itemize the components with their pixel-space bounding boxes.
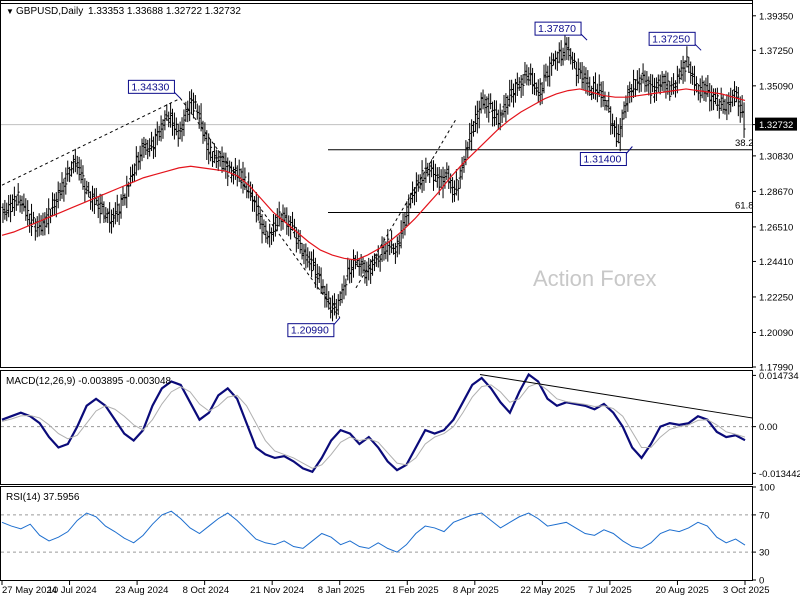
macd-y-tick-label: -0.013442 — [759, 469, 800, 480]
pivot-label: 1.20990 — [291, 325, 329, 337]
pivot-leader — [626, 146, 633, 154]
x-tick-label: 7 Jul 2025 — [588, 585, 632, 596]
x-tick-label: 20 Aug 2025 — [655, 585, 708, 596]
pivot-leader — [694, 43, 702, 51]
macd-y-tick-label: 0.00 — [759, 422, 778, 433]
price-panel-frame — [0, 0, 753, 368]
rsi-series-line — [1, 510, 746, 553]
macd-lines — [1, 372, 753, 474]
macd-line — [1, 372, 746, 474]
pivot-label: 1.37250 — [652, 33, 690, 45]
price-y-tick-label: 1.17990 — [759, 363, 793, 374]
price-y-tick-label: 1.30830 — [759, 151, 793, 162]
moving-average — [1, 88, 746, 261]
rsi-grid — [1, 514, 752, 553]
x-tick-label: 8 Oct 2024 — [183, 585, 229, 596]
level-label: 61.8 — [735, 200, 754, 211]
symbol-dropdown-icon[interactable]: ▼ — [6, 7, 14, 16]
x-tick-label: 23 Aug 2024 — [115, 585, 168, 596]
rsi-line — [1, 510, 746, 553]
pivot-label-box — [127, 79, 175, 94]
pivot-leader — [333, 317, 341, 325]
price-y-tick-label: 1.22250 — [759, 292, 793, 303]
price-bars — [1, 32, 746, 322]
level-label: 38.2 — [735, 138, 754, 149]
symbol-timeframe: GBPUSD,Daily — [16, 6, 83, 17]
x-tick-label: 10 Jul 2024 — [48, 585, 97, 596]
pivot-label: 1.37870 — [538, 23, 576, 35]
rsi-y-tick-label: 30 — [759, 548, 770, 559]
pivot-label: 1.31400 — [583, 154, 621, 166]
pivot-label-box — [579, 152, 627, 167]
x-tick-label: 8 Apr 2025 — [453, 585, 499, 596]
pivot-label-box — [648, 31, 696, 46]
macd-title: MACD(12,26,9) -0.003895 -0.003048 — [6, 376, 172, 387]
last-price-marker — [755, 117, 797, 131]
x-tick-label: 21 Feb 2025 — [385, 585, 438, 596]
macd-signal-line — [1, 382, 746, 469]
level-label: FE 61.8 — [720, 0, 753, 2]
price-y-tick-label: 1.26510 — [759, 222, 793, 233]
x-tick-label: 21 Nov 2024 — [250, 585, 304, 596]
macd-trendline — [479, 373, 753, 419]
sma-line — [1, 88, 746, 261]
macd-y-tick-label: 0.014734 — [759, 371, 799, 382]
pivot-label-box — [287, 323, 335, 338]
rsi-panel-frame — [0, 486, 753, 581]
price-y-tick-label: 1.32732 — [759, 120, 793, 131]
price-y-tick-label: 1.20090 — [759, 328, 793, 339]
pivot-label-box — [534, 21, 582, 36]
pivot-label: 1.34330 — [131, 81, 169, 93]
pivot-leader — [580, 33, 588, 41]
x-tick-label: 27 May 2024 — [2, 585, 57, 596]
price-y-tick-label: 1.24410 — [759, 257, 793, 268]
rsi-y-tick-label: 0 — [759, 576, 764, 587]
price-y-tick-label: 1.39350 — [759, 11, 793, 22]
price-y-tick-label: 1.37250 — [759, 46, 793, 57]
y-axis-ticks: 1.39350 1.37250 1.35090 1.32732 1.30830 1.286… — [752, 11, 800, 587]
pivot-leader — [174, 91, 181, 99]
watermark-text: Action Forex — [533, 266, 657, 291]
fibonacci-levels: FE 61.8 38.2 61.8 — [1, 0, 754, 213]
ohlc-values: 1.33353 1.33688 1.32722 1.32732 — [88, 6, 241, 17]
rsi-y-tick-label: 70 — [759, 510, 770, 521]
macd-panel-frame — [0, 370, 753, 485]
rsi-title: RSI(14) 37.5956 — [6, 492, 80, 503]
price-y-tick-label: 1.35090 — [759, 81, 793, 92]
x-tick-label: 3 Oct 2025 — [723, 585, 769, 596]
x-tick-label: 22 May 2025 — [520, 585, 575, 596]
rsi-y-tick-label: 100 — [759, 483, 775, 494]
price-y-tick-label: 1.28670 — [759, 187, 793, 198]
x-tick-label: 8 Jan 2025 — [318, 585, 365, 596]
pivot-labels: 1.34330 1.20990 1.37870 1.31400 1.37250 — [127, 21, 702, 338]
